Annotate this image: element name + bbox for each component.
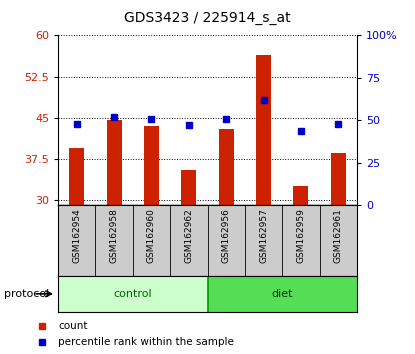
Bar bbox=[69, 148, 84, 205]
Text: protocol: protocol bbox=[4, 289, 49, 299]
Text: GSM162957: GSM162957 bbox=[259, 208, 268, 263]
Text: GSM162960: GSM162960 bbox=[147, 208, 156, 263]
Text: GSM162958: GSM162958 bbox=[110, 208, 119, 263]
Bar bbox=[256, 55, 271, 205]
Bar bbox=[219, 129, 234, 205]
Text: GSM162956: GSM162956 bbox=[222, 208, 231, 263]
Text: control: control bbox=[113, 289, 152, 299]
Bar bbox=[208, 276, 357, 312]
Bar bbox=[293, 186, 308, 205]
Text: GSM162954: GSM162954 bbox=[72, 208, 81, 263]
Text: diet: diet bbox=[271, 289, 293, 299]
Text: GSM162959: GSM162959 bbox=[296, 208, 305, 263]
Bar bbox=[58, 276, 208, 312]
Bar bbox=[144, 126, 159, 205]
Text: count: count bbox=[58, 321, 88, 331]
Text: GSM162962: GSM162962 bbox=[184, 208, 193, 263]
Text: GSM162961: GSM162961 bbox=[334, 208, 343, 263]
Bar bbox=[331, 153, 346, 205]
Text: GDS3423 / 225914_s_at: GDS3423 / 225914_s_at bbox=[124, 11, 291, 25]
Text: percentile rank within the sample: percentile rank within the sample bbox=[58, 337, 234, 347]
Bar bbox=[107, 120, 122, 205]
Bar bbox=[181, 170, 196, 205]
